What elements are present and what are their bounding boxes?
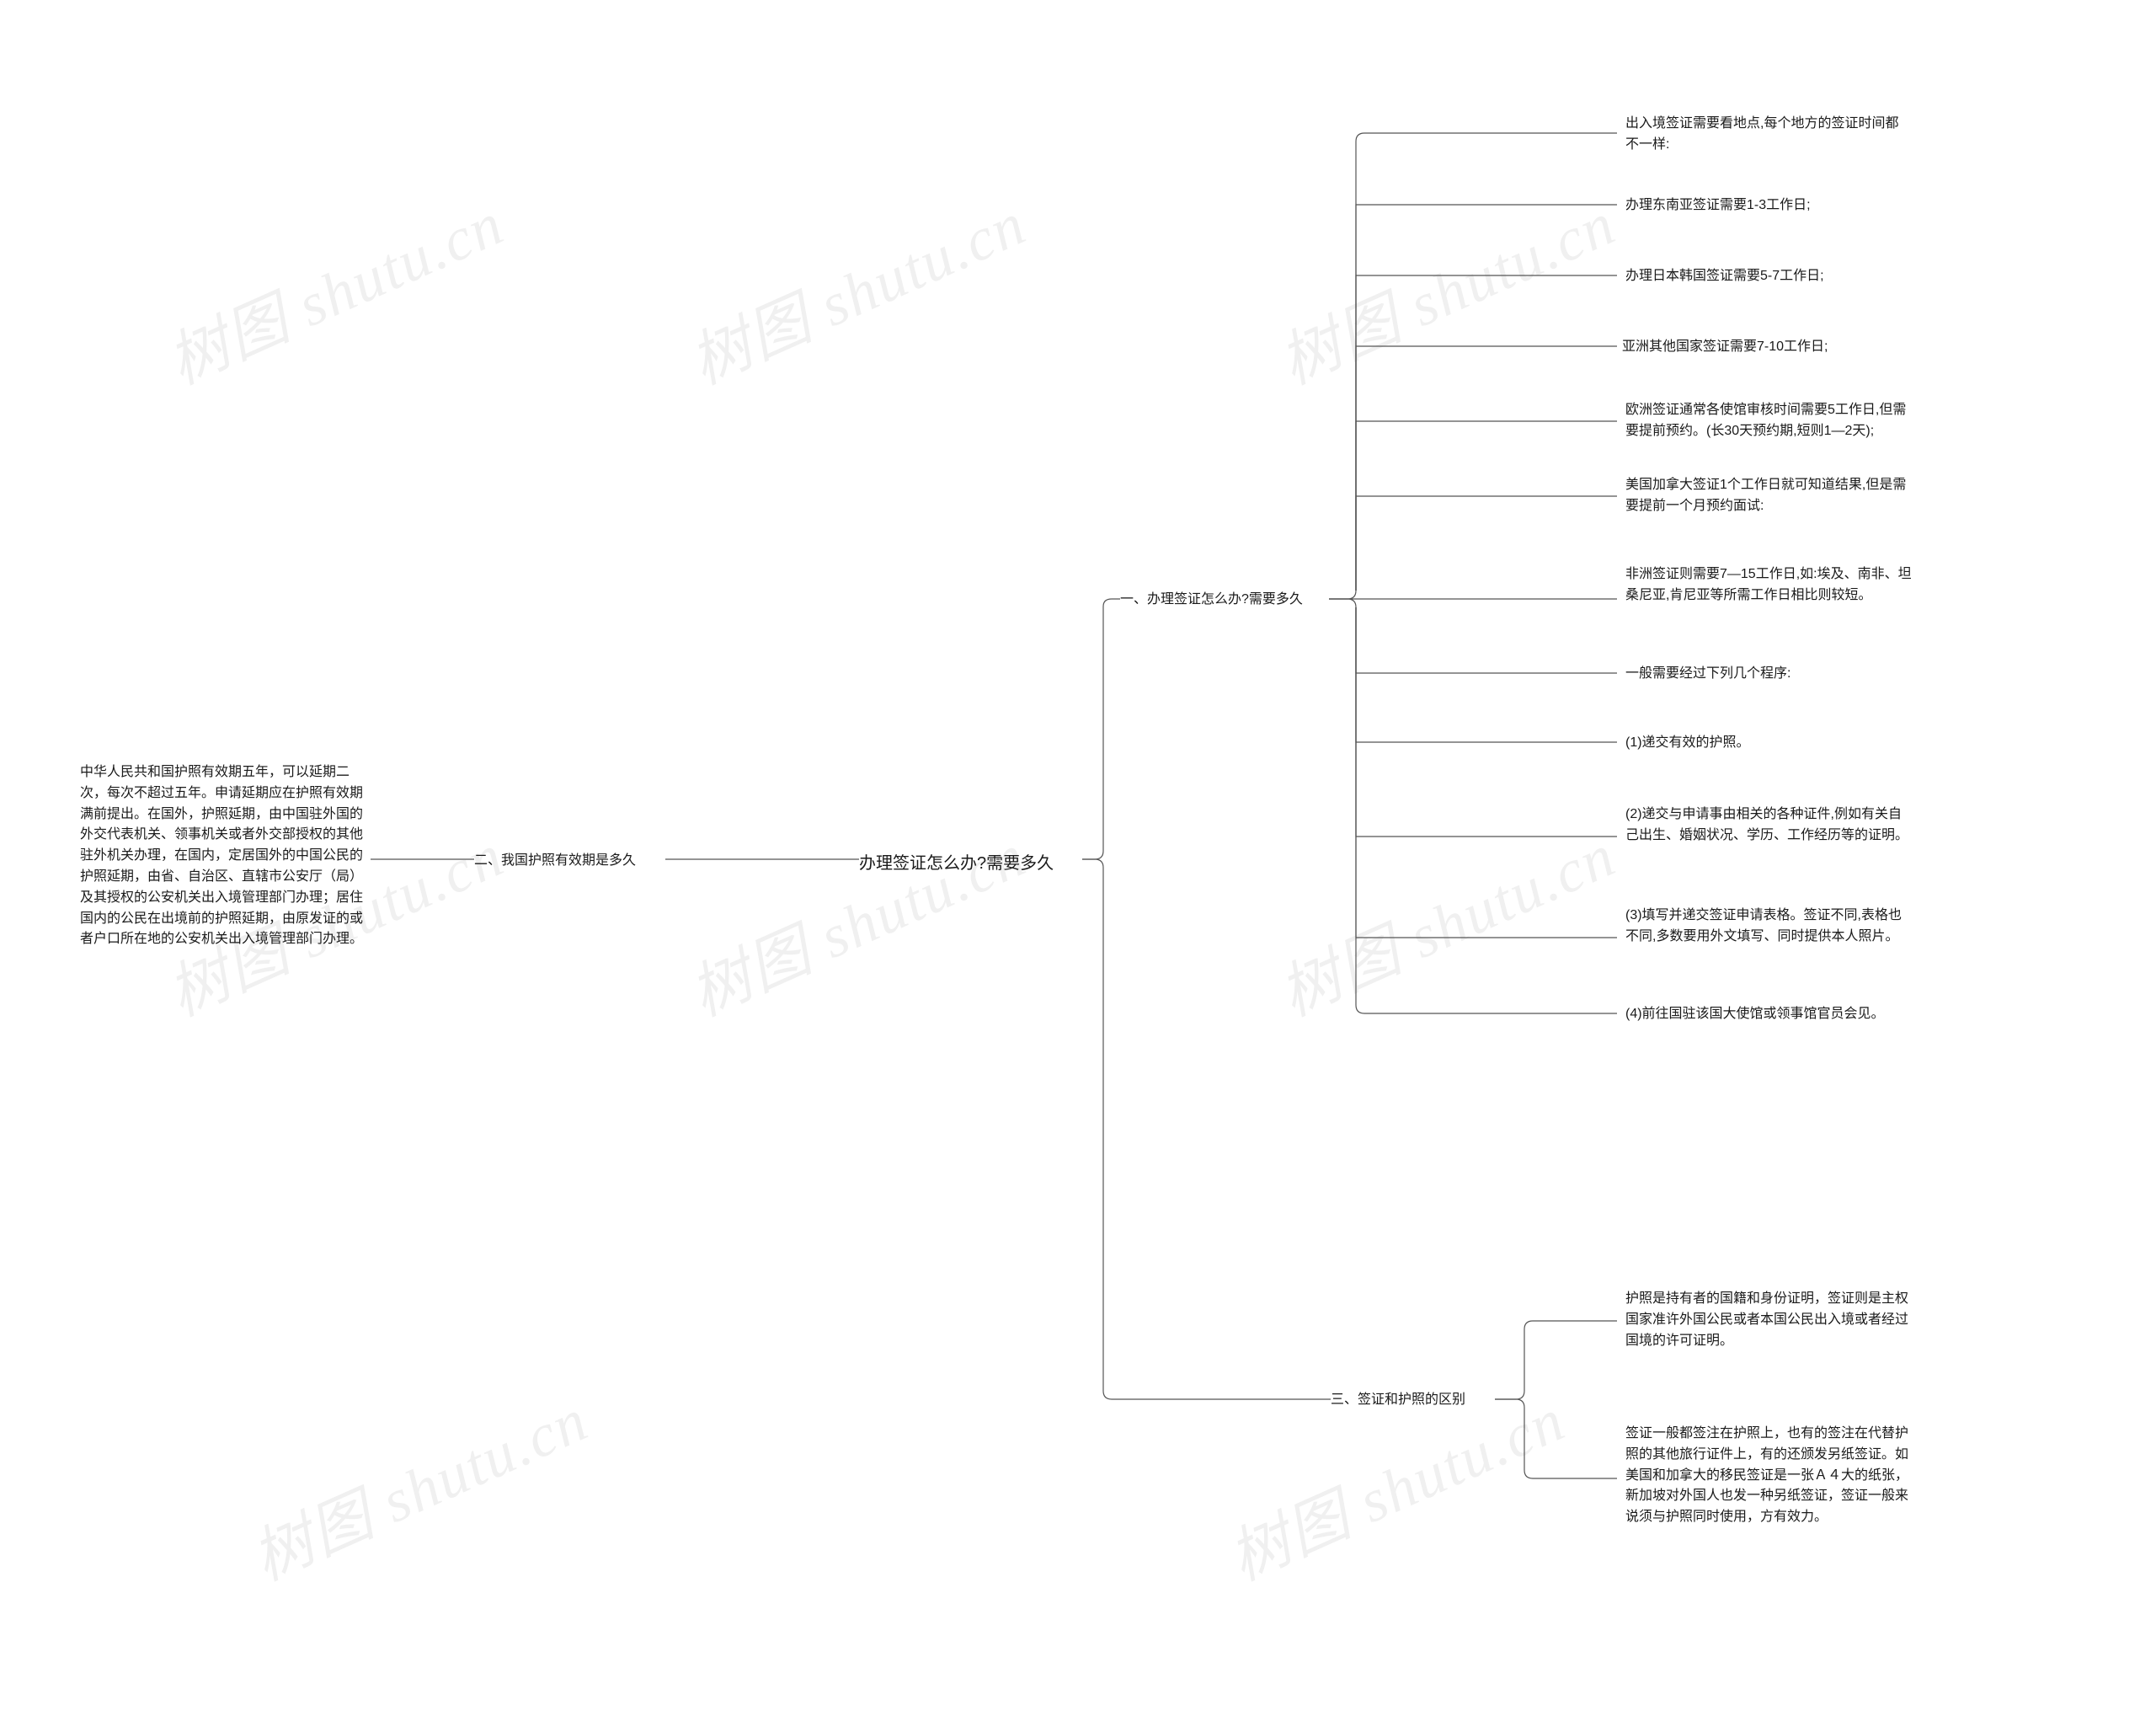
branch-1-leaf: (4)前往国驻该国大使馆或领事馆官员会见。 [1625, 1004, 1912, 1025]
branch-1-leaf: (3)填写并递交签证申请表格。签证不同,表格也不同,多数要用外文填写、同时提供本… [1625, 906, 1912, 948]
branch-1-leaf: 出入境签证需要看地点,每个地方的签证时间都不一样: [1625, 114, 1912, 156]
branch-1-leaf: 一般需要经过下列几个程序: [1625, 664, 1912, 685]
branch-1-leaf: (1)递交有效的护照。 [1625, 733, 1912, 754]
branch-2-leaf: 中华人民共和国护照有效期五年，可以延期二次，每次不超过五年。申请延期应在护照有效… [80, 762, 366, 950]
branch-1-leaf: 非洲签证则需要7—15工作日,如:埃及、南非、坦桑尼亚,肯尼亚等所需工作日相比则… [1625, 564, 1912, 607]
branch-1-leaf: 美国加拿大签证1个工作日就可知道结果,但是需要提前一个月预约面试: [1625, 475, 1912, 517]
branch-1-leaf: 亚洲其他国家签证需要7-10工作日; [1622, 337, 1908, 358]
branch-1-label: 一、办理签证怎么办?需要多久 [1120, 590, 1326, 611]
branch-2-label: 二、我国护照有效期是多久 [474, 851, 659, 872]
branch-1-leaf: 办理日本韩国签证需要5-7工作日; [1625, 266, 1912, 287]
branch-3-leaf: 签证一般都签注在护照上，也有的签注在代替护照的其他旅行证件上，有的还颁发另纸签证… [1625, 1424, 1912, 1528]
watermark: 树图 shutu.cn [674, 174, 1038, 401]
watermark: 树图 shutu.cn [1263, 174, 1627, 401]
branch-1-leaf: 办理东南亚签证需要1-3工作日; [1625, 195, 1912, 216]
branch-3-label: 三、签证和护照的区别 [1331, 1390, 1491, 1411]
watermark: 树图 shutu.cn [1263, 806, 1627, 1033]
watermark: 树图 shutu.cn [236, 1371, 600, 1597]
mindmap-center: 办理签证怎么办?需要多久 [859, 851, 1078, 877]
branch-3-leaf: 护照是持有者的国籍和身份证明，签证则是主权国家准许外国公民或者本国公民出入境或者… [1625, 1289, 1912, 1351]
watermark: 树图 shutu.cn [674, 806, 1038, 1033]
branch-1-leaf: (2)递交与申请事由相关的各种证件,例如有关自己出生、婚姻状况、学历、工作经历等… [1625, 805, 1912, 847]
branch-1-leaf: 欧洲签证通常各使馆审核时间需要5工作日,但需要提前预约。(长30天预约期,短则1… [1625, 400, 1912, 442]
watermark: 树图 shutu.cn [152, 174, 515, 401]
